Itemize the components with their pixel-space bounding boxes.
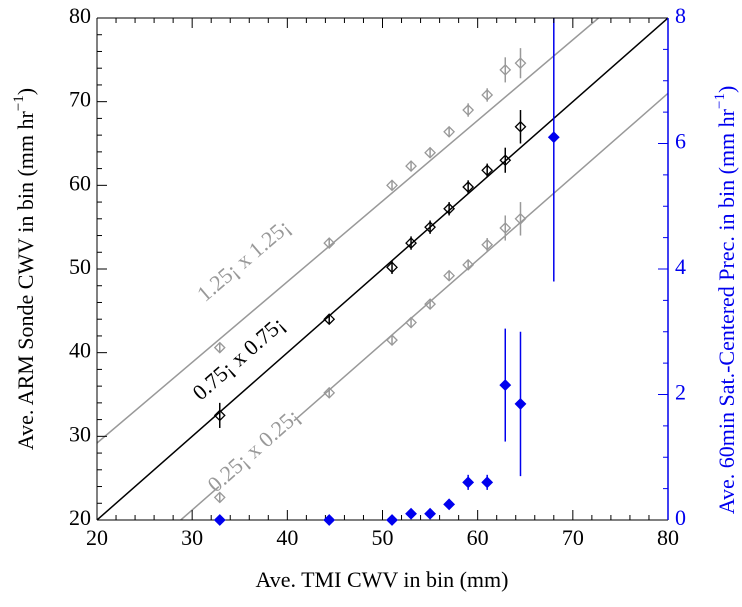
y2-tick-label: 6 <box>675 129 686 154</box>
x-tick-label: 40 <box>276 525 298 550</box>
point <box>323 237 336 249</box>
y2-axis-title-end: ) <box>714 86 739 93</box>
label-bg <box>199 220 291 304</box>
point <box>405 507 417 520</box>
point <box>386 261 398 274</box>
y2-tick-label: 2 <box>675 380 686 405</box>
point <box>443 269 456 282</box>
point <box>462 104 475 116</box>
y-tick-label: 20 <box>69 505 91 530</box>
x-tick-label: 80 <box>657 525 679 550</box>
y2-axis-title-sup: −1 <box>712 93 728 109</box>
x-tick-label: 20 <box>86 525 108 550</box>
label-bg <box>209 410 301 494</box>
plot-area <box>97 18 668 520</box>
y-tick-label: 30 <box>69 421 91 446</box>
y2-axis-title-text: Ave. 60min Sat.-Centered Prec. in bin (m… <box>714 108 739 514</box>
point <box>481 476 494 489</box>
point <box>323 386 336 399</box>
point <box>213 491 226 504</box>
y-tick-label: 40 <box>69 338 91 363</box>
point <box>514 212 527 225</box>
point <box>443 202 456 215</box>
point <box>386 514 398 526</box>
y2-axis-title: Ave. 60min Sat.-Centered Prec. in bin (m… <box>712 86 739 515</box>
x-tick-label: 60 <box>467 525 489 550</box>
point <box>462 258 475 271</box>
y-axis-title-end: ) <box>13 88 38 95</box>
point <box>323 313 336 326</box>
point <box>499 154 512 167</box>
point <box>481 89 494 101</box>
point <box>323 514 336 526</box>
y-axis-title: Ave. ARM Sonde CWV in bin (mm hr−1) <box>11 88 38 450</box>
point <box>514 397 527 410</box>
point <box>213 514 226 526</box>
x-tick-label: 70 <box>562 525 584 550</box>
point <box>462 181 475 193</box>
series-label: 1.25¡ x 1.25¡ <box>192 214 295 307</box>
point <box>499 222 512 234</box>
y-axis-title-sup: −1 <box>11 95 27 111</box>
y2-tick-label: 8 <box>675 3 686 28</box>
series-label: 0.25¡ x 0.25¡ <box>202 403 304 497</box>
y2-tick-label: 4 <box>675 254 686 279</box>
point <box>405 160 417 173</box>
point <box>213 341 226 354</box>
point <box>514 120 527 133</box>
y-tick-label: 80 <box>69 3 91 28</box>
series-label: 0.75¡ x 0.75¡ <box>187 311 289 405</box>
fit-line <box>97 18 668 520</box>
y-axis-title-text: Ave. ARM Sonde CWV in bin (mm hr <box>13 111 38 451</box>
point <box>514 57 527 70</box>
point <box>462 476 475 489</box>
label-bg <box>194 317 286 403</box>
point <box>424 221 437 234</box>
point <box>499 379 512 392</box>
y2-tick-label: 0 <box>675 505 686 530</box>
point <box>213 409 226 422</box>
point <box>481 164 494 177</box>
point <box>424 298 437 311</box>
point <box>481 238 494 251</box>
point <box>547 131 560 144</box>
y-tick-label: 70 <box>69 87 91 112</box>
y-tick-label: 50 <box>69 254 91 279</box>
point <box>443 498 456 511</box>
point <box>386 334 398 347</box>
point <box>424 146 437 159</box>
point <box>443 125 456 138</box>
fit-line <box>97 18 600 444</box>
x-tick-label: 50 <box>372 525 394 550</box>
x-tick-label: 30 <box>181 525 203 550</box>
point <box>405 316 417 329</box>
x-axis-title: Ave. TMI CWV in bin (mm) <box>256 567 509 592</box>
point <box>499 63 512 76</box>
point <box>405 237 417 249</box>
point <box>424 507 437 520</box>
y-tick-label: 60 <box>69 170 91 195</box>
point <box>386 179 398 192</box>
